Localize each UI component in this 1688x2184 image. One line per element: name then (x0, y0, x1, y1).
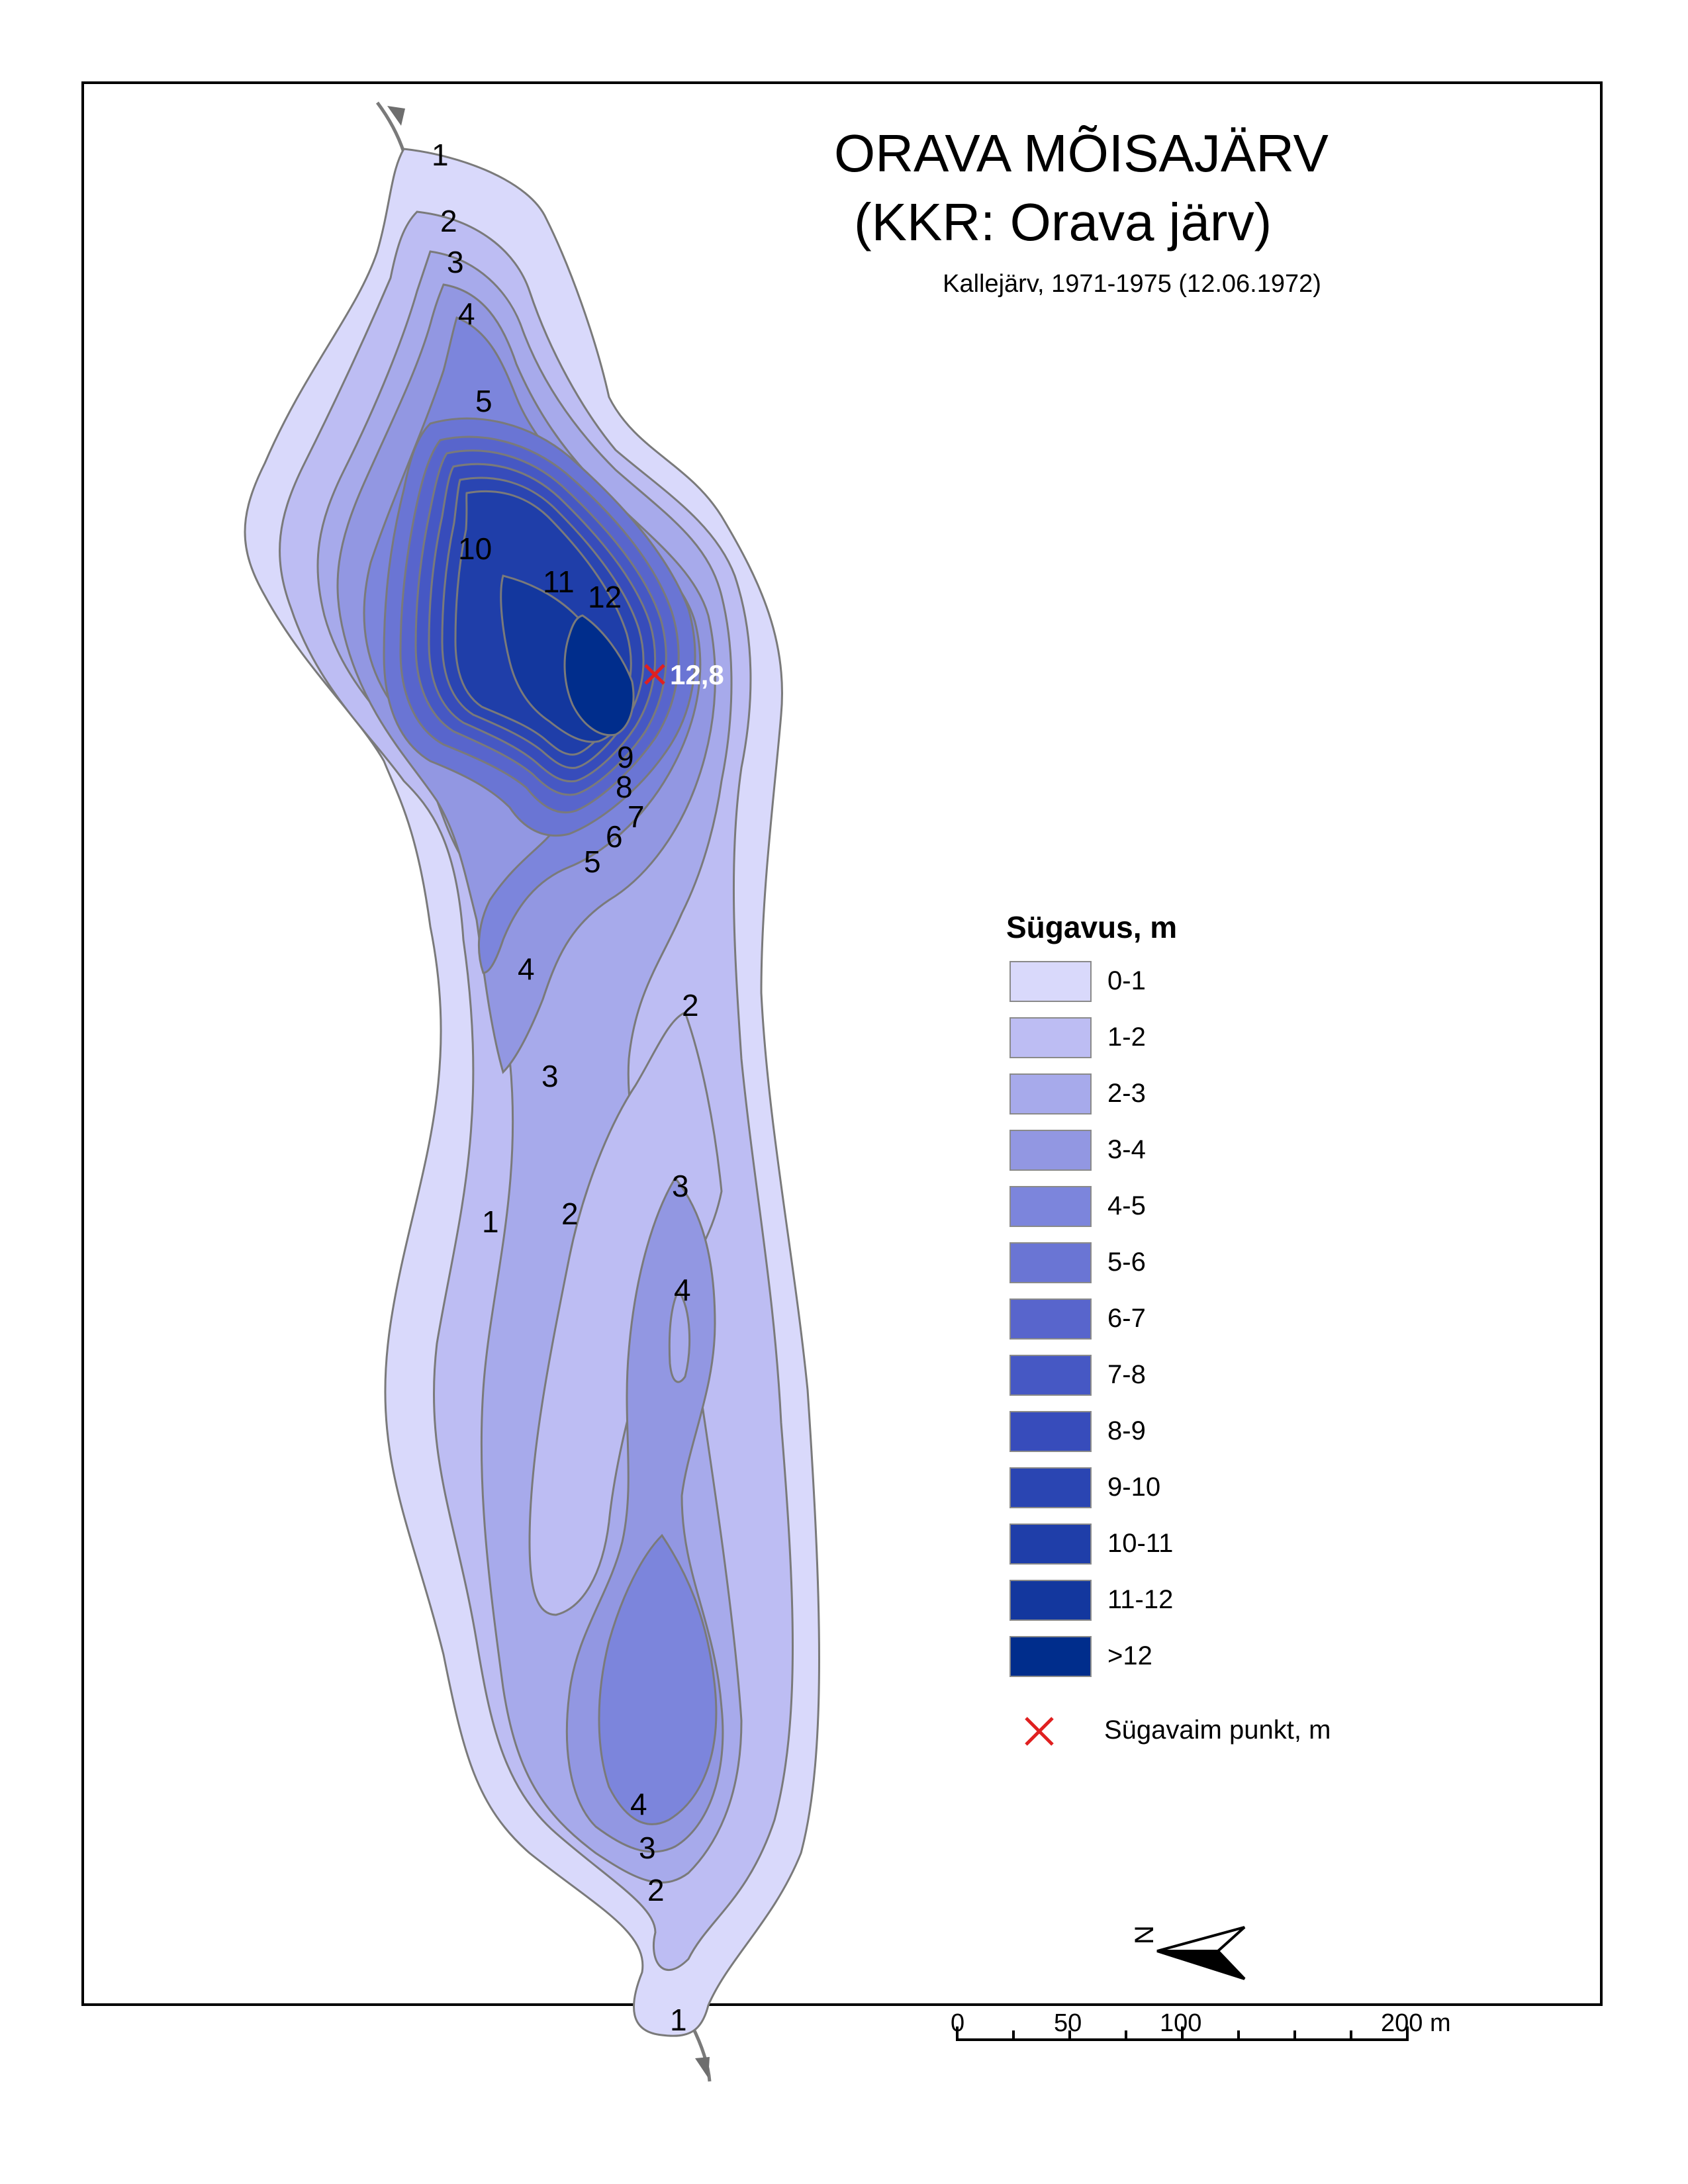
north-arrow-icon (1156, 1926, 1246, 1980)
contour-label: 1 (670, 2003, 687, 2037)
contour-label: 3 (672, 1169, 689, 1203)
legend-title: Sügavus, m (1006, 910, 1178, 944)
legend-swatch (1009, 1186, 1092, 1227)
legend-label: 2-3 (1107, 1079, 1146, 1108)
contour-label: 2 (440, 204, 457, 238)
legend-label: 5-6 (1107, 1248, 1146, 1277)
legend-swatch (1009, 1017, 1092, 1058)
contour-label: 5 (584, 844, 601, 879)
contour-labels: 1 2 3 4 5 10 11 12 9 8 7 6 5 4 2 3 1 2 3… (432, 138, 699, 2037)
legend-label: 6-7 (1107, 1304, 1146, 1333)
legend-deepest-label: Sügavaim punkt, m (1104, 1715, 1331, 1745)
inlet-stream (375, 101, 406, 153)
contour-label: 6 (606, 819, 623, 854)
scale-bar (956, 2026, 1409, 2041)
legend-swatch (1009, 1073, 1092, 1115)
contour-label: 2 (561, 1197, 579, 1231)
legend-swatch (1009, 1130, 1092, 1171)
legend-label: >12 (1107, 1641, 1152, 1670)
contour-label: 4 (458, 296, 475, 331)
legend-swatch (1009, 961, 1092, 1002)
contour-label: 3 (447, 245, 464, 279)
contour-label: 11 (543, 565, 575, 599)
inlet-arrow-icon (387, 106, 405, 126)
legend-label: 4-5 (1107, 1191, 1146, 1220)
contour-label: 7 (628, 799, 645, 834)
contour-label: 1 (432, 138, 449, 172)
legend-label: 7-8 (1107, 1360, 1146, 1389)
legend-label: 9-10 (1107, 1473, 1161, 1502)
contour-label: 1 (482, 1205, 499, 1239)
map-frame (81, 81, 1603, 2006)
legend-label: 8-9 (1107, 1416, 1146, 1445)
zone-over-12 (563, 614, 635, 737)
legend-swatch (1009, 1298, 1092, 1340)
contour-label: 3 (639, 1831, 656, 1865)
map-subtitle: (KKR: Orava järv) (854, 193, 1272, 251)
legend-swatch (1009, 1467, 1092, 1508)
north-label: N (1130, 1925, 1159, 1944)
scale-tick-0: 0 (951, 2009, 965, 2037)
contour-label: 2 (682, 988, 699, 1023)
outlet-arrow-icon (695, 2057, 710, 2078)
contour-label: 12 (588, 580, 622, 614)
zone-4-5-south (598, 1533, 718, 1825)
contour-label: 4 (518, 952, 535, 986)
map-title: ORAVA MÕISAJÄRV (834, 124, 1329, 183)
contour-label: 4 (630, 1787, 647, 1821)
legend-swatch (1009, 1580, 1092, 1621)
scale-tick-100: 100 (1160, 2009, 1202, 2037)
scale-tick-200: 200 m (1381, 2009, 1451, 2037)
deepest-point-marker-icon (644, 664, 665, 685)
scale-tick-50: 50 (1054, 2009, 1082, 2037)
contour-label: 10 (458, 531, 492, 566)
contour-label: 3 (541, 1059, 559, 1093)
legend-swatch (1009, 1636, 1092, 1677)
contour-label: 8 (616, 770, 633, 804)
legend-label: 0-1 (1107, 966, 1146, 995)
contour-label: 9 (617, 740, 634, 774)
legend-swatch (1009, 1355, 1092, 1396)
contour-label: 5 (475, 384, 492, 418)
legend-label: 11-12 (1107, 1585, 1174, 1614)
contour-label: 4 (674, 1273, 691, 1307)
deepest-point-value: 12,8 (670, 659, 724, 690)
zone-4-5-south-inner (668, 1289, 691, 1383)
legend-label: 3-4 (1107, 1135, 1146, 1164)
legend-swatch (1009, 1242, 1092, 1283)
map-source: Kallejärv, 1971-1975 (12.06.1972) (943, 270, 1321, 298)
contour-label: 2 (647, 1873, 665, 1907)
legend-label: 1-2 (1107, 1023, 1146, 1052)
legend-label: 10-11 (1107, 1529, 1174, 1558)
deepest-point-legend-icon (1025, 1717, 1054, 1746)
legend-swatch (1009, 1524, 1092, 1565)
legend-swatch (1009, 1411, 1092, 1452)
zone-pocket-1-2 (528, 1011, 723, 1616)
